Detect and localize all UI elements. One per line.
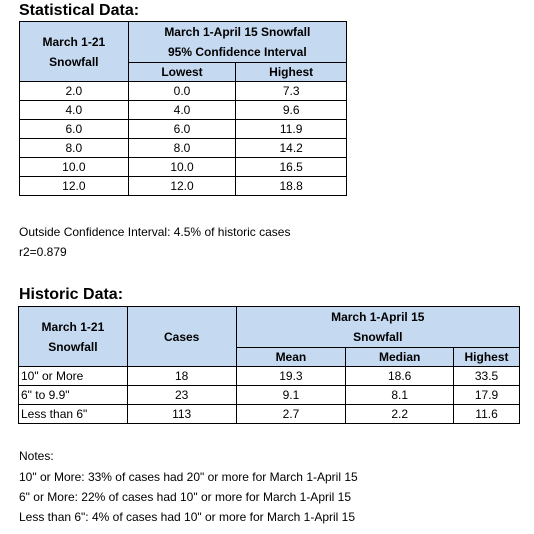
table-row: 2.0 0.0 7.3 xyxy=(19,81,347,101)
hist-mean-cell: 2.7 xyxy=(235,404,347,424)
table-row: 6.0 6.0 11.9 xyxy=(19,119,347,139)
stat-lowest-cell: 8.0 xyxy=(127,138,237,158)
hist-label-cell: 10" or More xyxy=(18,366,128,386)
hist-cases-cell: 23 xyxy=(126,385,237,405)
stat-highest-header: Highest xyxy=(235,62,347,82)
stat-highest-cell: 11.9 xyxy=(235,119,347,139)
stat-snowfall-cell: 10.0 xyxy=(19,157,129,177)
stat-ci-header-line1: March 1-April 15 Snowfall xyxy=(164,25,311,39)
stat-lowest-cell: 6.0 xyxy=(127,119,237,139)
note-line: Less than 6": 4% of cases had 10" or mor… xyxy=(19,510,356,524)
stat-lowest-cell: 10.0 xyxy=(127,157,237,177)
hist-mean-header: Mean xyxy=(235,347,347,367)
stat-snowfall-cell: 8.0 xyxy=(19,138,129,158)
table-row: 6" to 9.9" 23 9.1 8.1 17.9 xyxy=(18,385,520,405)
stat-snowfall-header: March 1-21 Snowfall xyxy=(19,21,129,82)
stat-lowest-cell: 12.0 xyxy=(127,176,237,196)
hist-snowfall-header-line1: March 1-21 xyxy=(41,319,105,334)
hist-median-cell: 2.2 xyxy=(345,404,455,424)
hist-snowfall-header-line2: Snowfall xyxy=(48,339,98,354)
statistical-heading: Statistical Data: xyxy=(19,2,140,19)
hist-highest-cell: 33.5 xyxy=(453,366,520,386)
hist-cases-header: Cases xyxy=(126,306,237,367)
hist-highest-header: Highest xyxy=(453,347,520,367)
hist-label-cell: 6" to 9.9" xyxy=(18,385,128,405)
stat-highest-cell: 18.8 xyxy=(235,176,347,196)
hist-snowfall-header: March 1-21 Snowfall xyxy=(18,306,128,367)
stat-snowfall-cell: 4.0 xyxy=(19,100,129,120)
stat-lowest-cell: 0.0 xyxy=(127,81,237,101)
note-line: 10" or More: 33% of cases had 20" or mor… xyxy=(19,470,358,484)
hist-group-header-line1: March 1-April 15 xyxy=(331,310,425,324)
table-row: 10.0 10.0 16.5 xyxy=(19,157,347,177)
hist-mean-cell: 19.3 xyxy=(235,366,347,386)
stat-highest-cell: 16.5 xyxy=(235,157,347,177)
stat-ci-header-line2: 95% Confidence Interval xyxy=(167,45,307,59)
stat-lowest-cell: 4.0 xyxy=(127,100,237,120)
hist-median-header: Median xyxy=(345,347,455,367)
stat-highest-cell: 9.6 xyxy=(235,100,347,120)
hist-mean-cell: 9.1 xyxy=(235,385,347,405)
table-row: 8.0 8.0 14.2 xyxy=(19,138,347,158)
hist-median-cell: 18.6 xyxy=(345,366,455,386)
stat-snowfall-header-line1: March 1-21 xyxy=(42,34,106,49)
stat-snowfall-cell: 12.0 xyxy=(19,176,129,196)
stat-lowest-header: Lowest xyxy=(127,62,237,82)
historic-table: March 1-21 Snowfall Cases March 1-April … xyxy=(18,306,521,424)
stat-ci-header: March 1-April 15 Snowfall 95% Confidence… xyxy=(127,21,348,63)
stat-snowfall-cell: 6.0 xyxy=(19,119,129,139)
statistical-table: March 1-21 Snowfall March 1-April 15 Sno… xyxy=(19,21,348,196)
table-row: 12.0 12.0 18.8 xyxy=(19,176,347,196)
r2-text: r2=0.879 xyxy=(19,245,67,259)
stat-highest-cell: 14.2 xyxy=(235,138,347,158)
hist-median-cell: 8.1 xyxy=(345,385,455,405)
stat-snowfall-header-line2: Snowfall xyxy=(49,54,99,69)
notes-title: Notes: xyxy=(19,449,54,463)
hist-cases-cell: 113 xyxy=(126,404,237,424)
table-row: 10" or More 18 19.3 18.6 33.5 xyxy=(18,366,520,386)
note-line: 6" or More: 22% of cases had 10" or more… xyxy=(19,490,351,504)
historic-heading: Historic Data: xyxy=(19,286,124,303)
hist-group-header: March 1-April 15 Snowfall xyxy=(235,306,521,348)
hist-highest-cell: 17.9 xyxy=(453,385,520,405)
hist-cases-cell: 18 xyxy=(126,366,237,386)
stat-highest-cell: 7.3 xyxy=(235,81,347,101)
hist-group-header-line2: Snowfall xyxy=(353,330,403,344)
stat-snowfall-cell: 2.0 xyxy=(19,81,129,101)
outside-ci-text: Outside Confidence Interval: 4.5% of his… xyxy=(19,225,291,239)
table-row: Less than 6" 113 2.7 2.2 11.6 xyxy=(18,404,520,424)
hist-highest-cell: 11.6 xyxy=(453,404,520,424)
table-row: 4.0 4.0 9.6 xyxy=(19,100,347,120)
hist-label-cell: Less than 6" xyxy=(18,404,128,424)
